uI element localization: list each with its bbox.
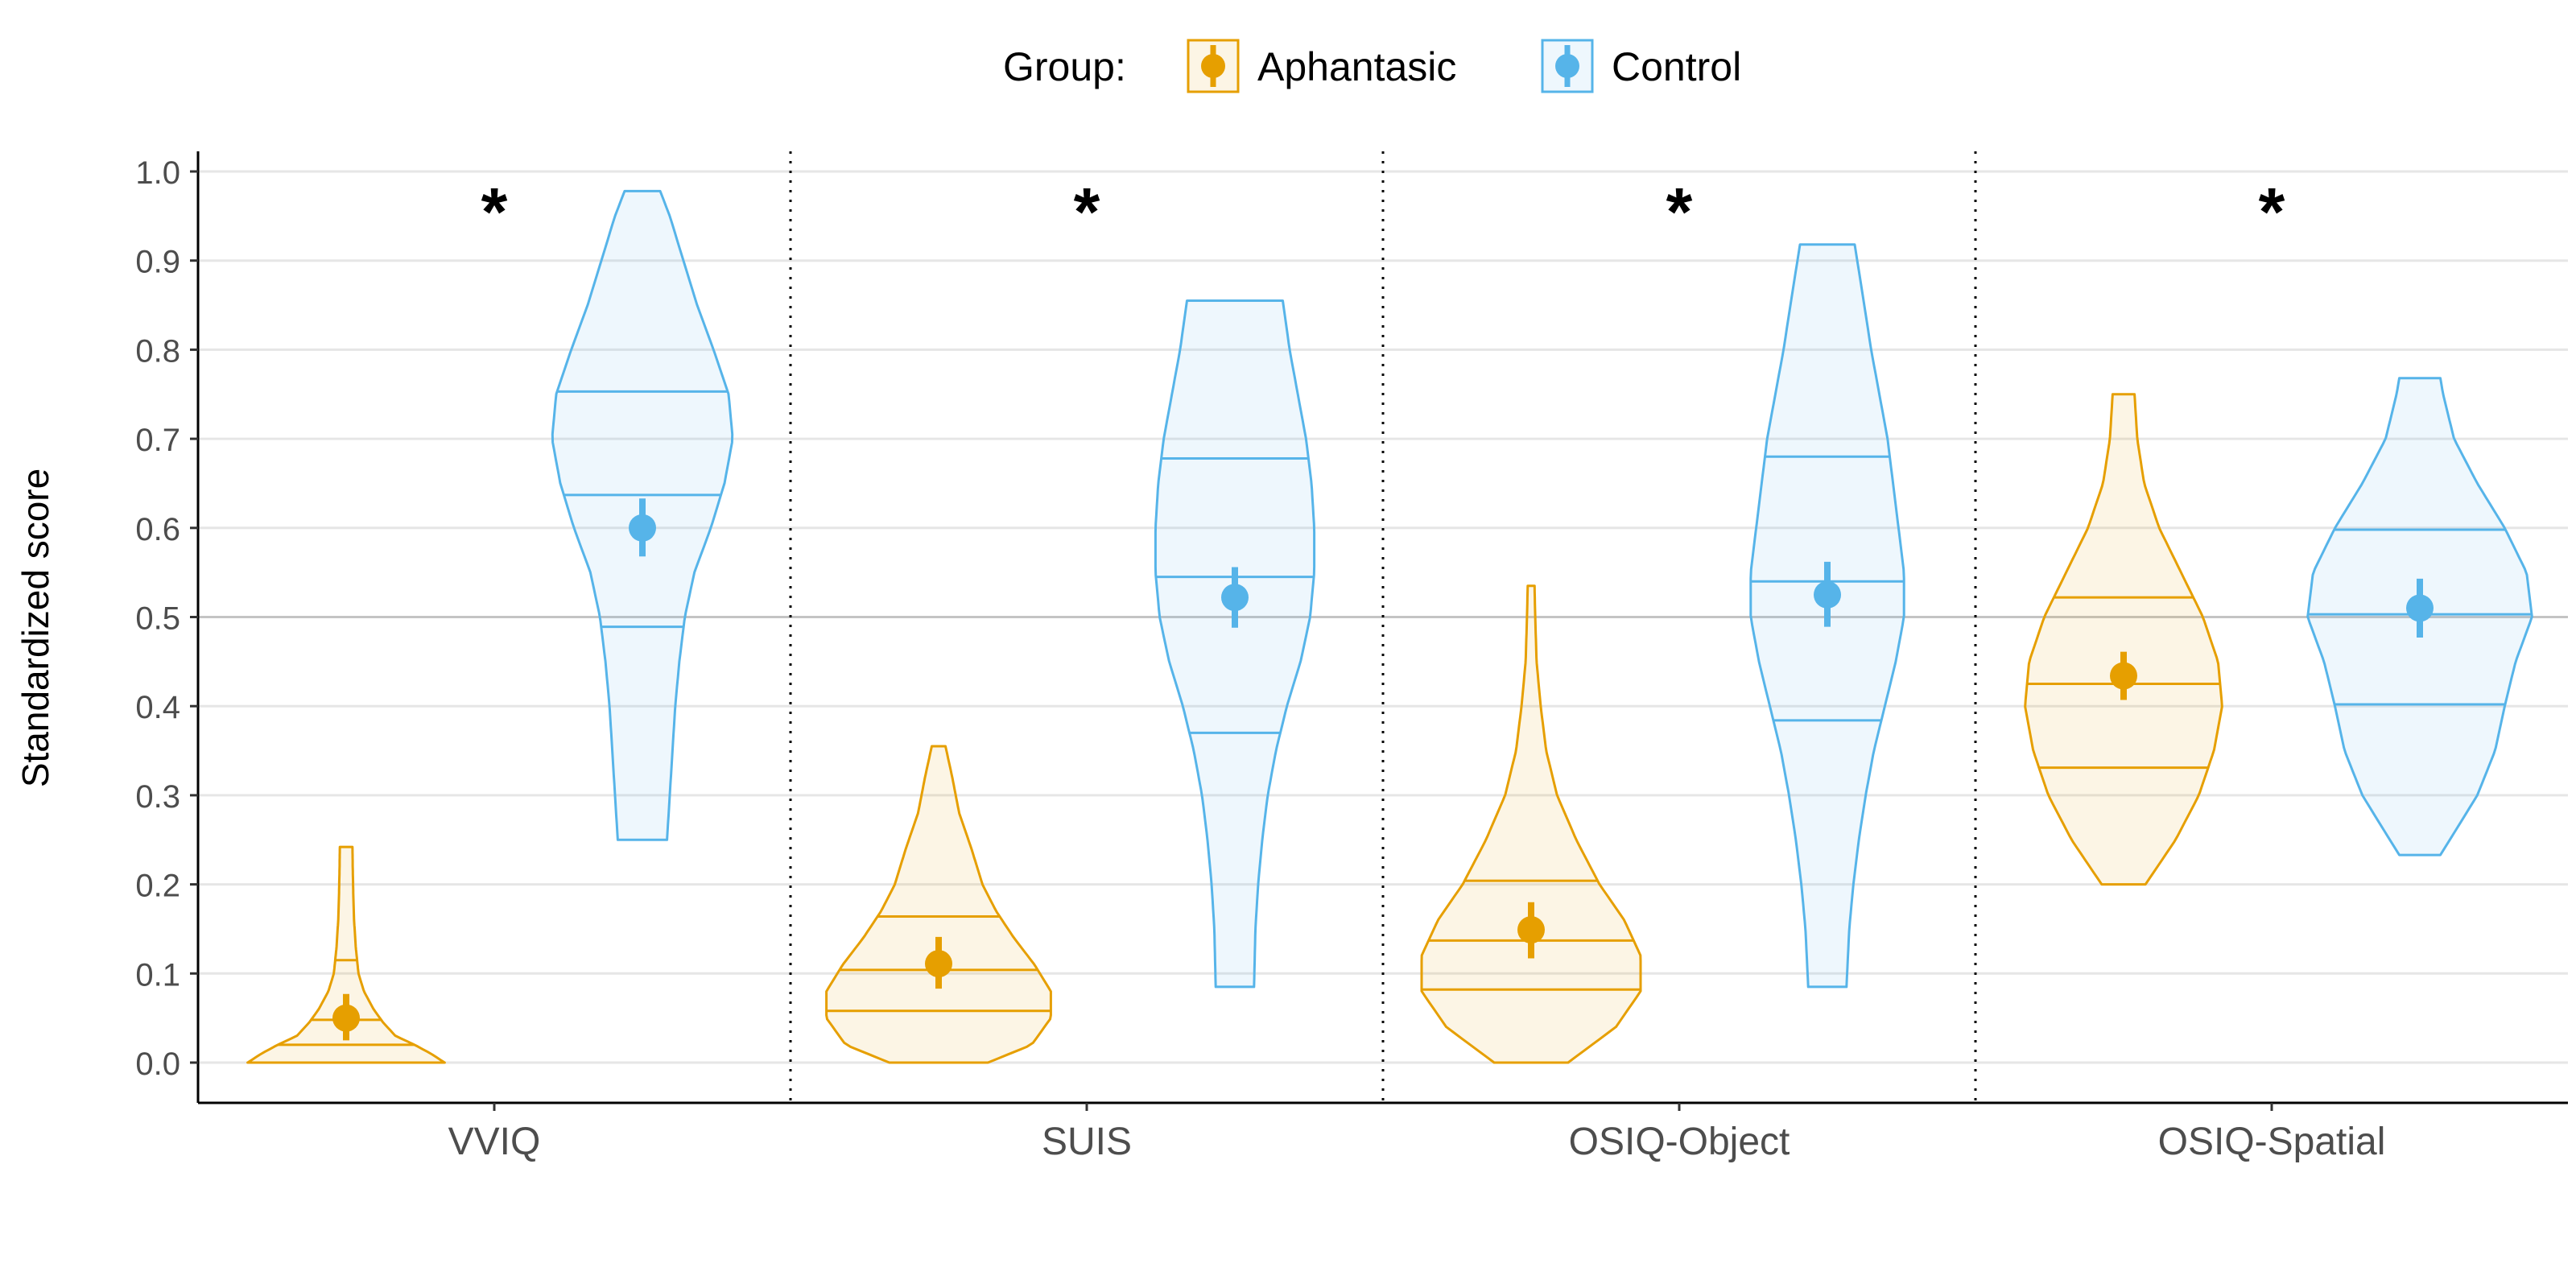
violin-control-osiq-object	[1749, 243, 1905, 989]
legend-entry-control: Control	[1541, 39, 1741, 93]
y-tick-label: 0.1	[135, 957, 180, 993]
legend: Group: Aphantasic Control	[1003, 39, 1741, 93]
legend-entry-aphantasic: Aphantasic	[1187, 39, 1456, 93]
significance-markers: * * * *	[481, 174, 2285, 250]
significance-star: *	[2259, 174, 2285, 250]
mean-point	[1221, 584, 1249, 612]
y-tick-label: 0.9	[135, 245, 180, 280]
y-tick-label: 0.4	[135, 690, 180, 725]
violin-aphantasic-osiq-spatial	[2024, 393, 2223, 886]
legend-key-point	[1201, 54, 1225, 78]
x-tick-label: OSIQ-Object	[1569, 1121, 1790, 1163]
y-tick-label: 0.6	[135, 512, 180, 547]
mean-point	[2110, 662, 2137, 690]
y-tick-label: 1.0	[135, 155, 180, 191]
violin-body	[1420, 584, 1642, 1064]
violin-control-suis	[1154, 299, 1316, 989]
y-tick-label: 0.7	[135, 423, 180, 458]
significance-star: *	[481, 174, 508, 250]
y-tick-label: 0.0	[135, 1046, 180, 1082]
legend-label: Control	[1612, 44, 1741, 89]
y-tick-labels: 0.0 0.1 0.2 0.3 0.4 0.5 0.6 0.7 0.8 0.9 1.0	[135, 155, 198, 1082]
x-tick-labels: VVIQ SUIS OSIQ-Object OSIQ-Spatial	[448, 1103, 2386, 1163]
y-tick-label: 0.8	[135, 333, 180, 369]
mean-point	[332, 1004, 360, 1032]
axes	[196, 151, 2568, 1104]
violin-body	[1154, 299, 1316, 989]
violin-body	[2024, 393, 2223, 886]
legend-key-point	[1555, 54, 1579, 78]
y-tick-label: 0.3	[135, 779, 180, 815]
x-tick-label: SUIS	[1042, 1121, 1132, 1163]
violin-aphantasic-vviq	[246, 845, 446, 1064]
violin-aphantasic-osiq-object	[1420, 584, 1642, 1064]
x-tick-label: VVIQ	[448, 1121, 541, 1163]
facet-separators	[789, 151, 1977, 1103]
violin-body	[825, 745, 1052, 1064]
mean-point	[1814, 580, 1841, 609]
mean-point	[2406, 594, 2434, 622]
mean-point	[1517, 916, 1545, 944]
significance-star: *	[1666, 174, 1693, 250]
violin-body	[246, 845, 446, 1064]
violin-control-osiq-spatial	[2306, 377, 2533, 857]
mean-point	[925, 950, 952, 978]
x-tick-label: OSIQ-Spatial	[2158, 1121, 2386, 1163]
legend-title: Group:	[1003, 44, 1126, 89]
legend-entries: Aphantasic Control	[1187, 39, 1741, 93]
y-tick-label: 0.2	[135, 869, 180, 904]
violin-control-vviq	[551, 189, 734, 841]
violins	[246, 189, 2533, 1064]
y-tick-label: 0.5	[135, 601, 180, 637]
significance-star: *	[1074, 174, 1100, 250]
mean-point	[629, 514, 656, 542]
violin-aphantasic-suis	[825, 745, 1052, 1064]
y-axis-label: Standardized score	[14, 469, 56, 787]
legend-label: Aphantasic	[1257, 44, 1456, 89]
